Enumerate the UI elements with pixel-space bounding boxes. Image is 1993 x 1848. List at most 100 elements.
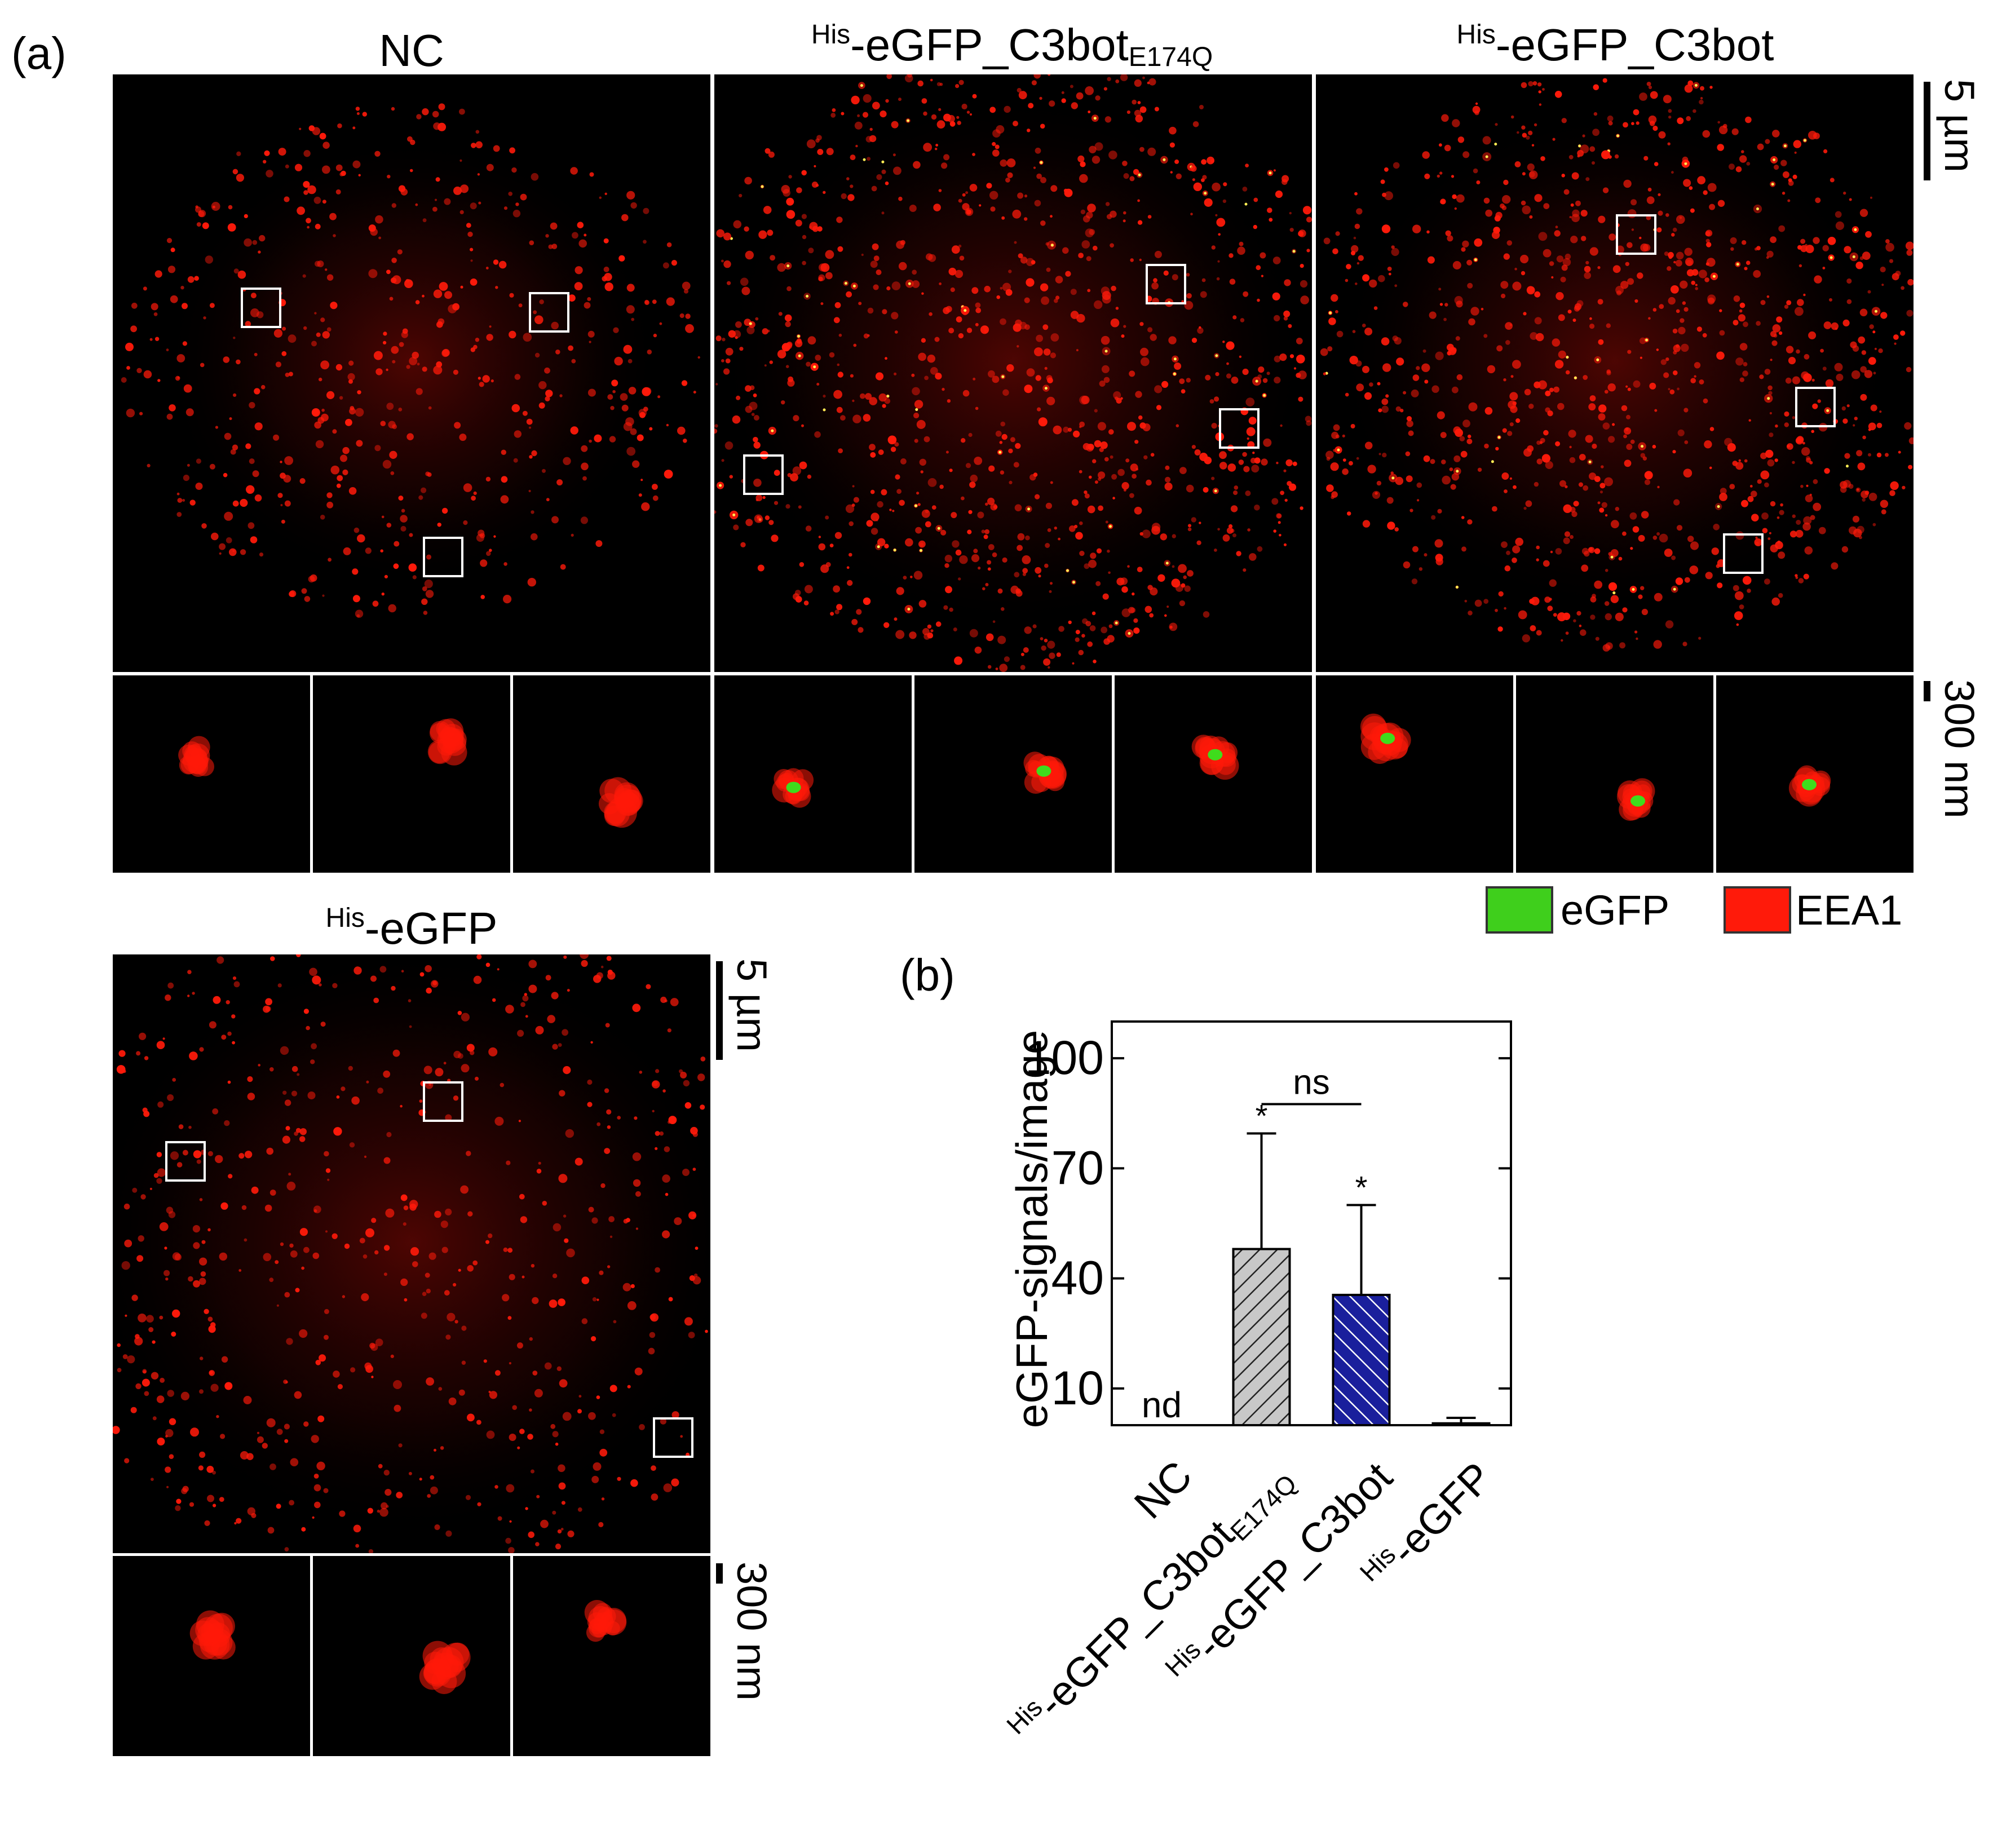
scalebar-5um	[716, 961, 723, 1060]
endosome-spot	[570, 167, 578, 175]
roi-box	[241, 288, 281, 328]
endosome-spot	[1608, 233, 1616, 241]
endosome-spot	[849, 552, 852, 557]
endosome-spot	[545, 396, 550, 402]
endosome-spot	[1179, 378, 1185, 384]
endosome-spot	[1788, 180, 1794, 186]
endosome-spot	[1623, 122, 1628, 128]
endosome-spot	[183, 475, 189, 481]
endosome-spot	[264, 1204, 272, 1212]
endosome-spot	[1634, 299, 1638, 303]
endosome-spot	[1300, 295, 1309, 304]
endosome-spot	[545, 234, 549, 238]
endosome-spot	[1881, 509, 1886, 515]
endosome-spot	[1184, 300, 1194, 310]
endosome-spot	[885, 99, 889, 103]
endosome-spot	[1552, 138, 1555, 141]
endosome-spot	[992, 620, 996, 623]
endosome-spot	[665, 1192, 669, 1196]
colocalization-spot	[1128, 632, 1131, 635]
endosome-spot	[987, 560, 992, 565]
endosome-spot	[630, 428, 637, 435]
endosome-spot	[642, 387, 651, 396]
endosome-spot	[762, 496, 766, 499]
endosome-spot	[476, 954, 482, 960]
endosome-spot	[1333, 424, 1340, 431]
endosome-spot	[427, 1494, 431, 1498]
endosome-spot	[802, 235, 807, 240]
colocalization-spot	[749, 322, 752, 325]
endosome-spot	[1562, 258, 1571, 267]
endosome-spot	[627, 1385, 631, 1389]
endosome-spot	[1095, 95, 1101, 101]
endosome-spot	[352, 160, 361, 169]
endosome-spot	[1503, 378, 1506, 382]
endosome-spot	[1908, 465, 1913, 470]
endosome-spot	[1362, 274, 1370, 282]
endosome-spot	[1699, 379, 1704, 384]
colocalization-spot	[1712, 275, 1716, 278]
zoom-inset	[1115, 675, 1312, 873]
endosome-spot	[1672, 227, 1677, 232]
endosome-spot	[1602, 422, 1610, 430]
endosome-spot	[307, 1091, 316, 1100]
endosome-spot	[1088, 559, 1097, 568]
endosome-spot	[483, 1359, 487, 1363]
endosome-spot	[1789, 530, 1797, 538]
endosome-spot	[1691, 280, 1695, 285]
endosome-spot	[199, 1451, 206, 1458]
endosome-spot	[1041, 296, 1050, 305]
endosome-spot	[465, 1495, 471, 1500]
endosome-spot	[144, 1056, 149, 1060]
endosome-spot	[621, 214, 629, 222]
endosome-spot	[180, 286, 184, 290]
endosome-spot	[878, 449, 884, 456]
endosome-spot	[1861, 350, 1867, 355]
endosome-spot	[755, 317, 759, 321]
endosome-spot	[1104, 116, 1112, 123]
endosome-spot	[1528, 81, 1534, 87]
endosome-spot	[571, 533, 574, 537]
endosome-spot	[391, 985, 396, 991]
endosome-spot	[1272, 257, 1281, 264]
endosome-spot	[655, 1267, 660, 1273]
endosome-spot	[1658, 193, 1661, 196]
endosome-spot	[403, 1205, 409, 1210]
endosome-spot	[1050, 333, 1059, 342]
endosome-spot	[263, 1253, 272, 1262]
endosome-spot	[1589, 146, 1596, 152]
endosome-spot	[918, 540, 926, 548]
endosome-spot	[1163, 270, 1169, 276]
endosome-spot	[1585, 177, 1590, 182]
endosome-spot	[365, 1228, 374, 1237]
endosome-spot	[1461, 247, 1466, 252]
endosome-spot	[970, 113, 972, 116]
endosome-spot	[1453, 455, 1461, 462]
endosome-spot	[1565, 631, 1569, 635]
endosome-spot	[344, 1243, 350, 1249]
endosome-spot	[486, 334, 493, 341]
endosome-spot	[1594, 580, 1603, 589]
endosome-spot	[373, 997, 379, 1003]
endosome-spot	[525, 1015, 528, 1018]
endosome-spot	[489, 1391, 498, 1399]
endosome-spot	[1521, 271, 1526, 276]
endosome-spot	[322, 594, 325, 597]
endosome-spot	[311, 408, 320, 417]
endosome-spot	[1831, 322, 1839, 330]
endosome-spot	[688, 1332, 695, 1338]
endosome-spot	[1686, 116, 1691, 121]
endosome-spot	[603, 266, 609, 272]
endosome-spot	[1706, 242, 1712, 247]
endosome-spot	[1746, 162, 1751, 166]
endosome-spot	[435, 198, 437, 201]
endosome-spot	[1222, 341, 1225, 343]
endosome-spot	[985, 502, 988, 506]
endosome-spot	[563, 457, 571, 465]
endosome-spot	[336, 483, 341, 488]
endosome-spot	[1257, 298, 1260, 302]
endosome-spot	[1431, 385, 1439, 393]
endosome-spot	[1108, 429, 1114, 435]
endosome-spot	[1108, 571, 1111, 574]
endosome-spot	[753, 479, 762, 487]
